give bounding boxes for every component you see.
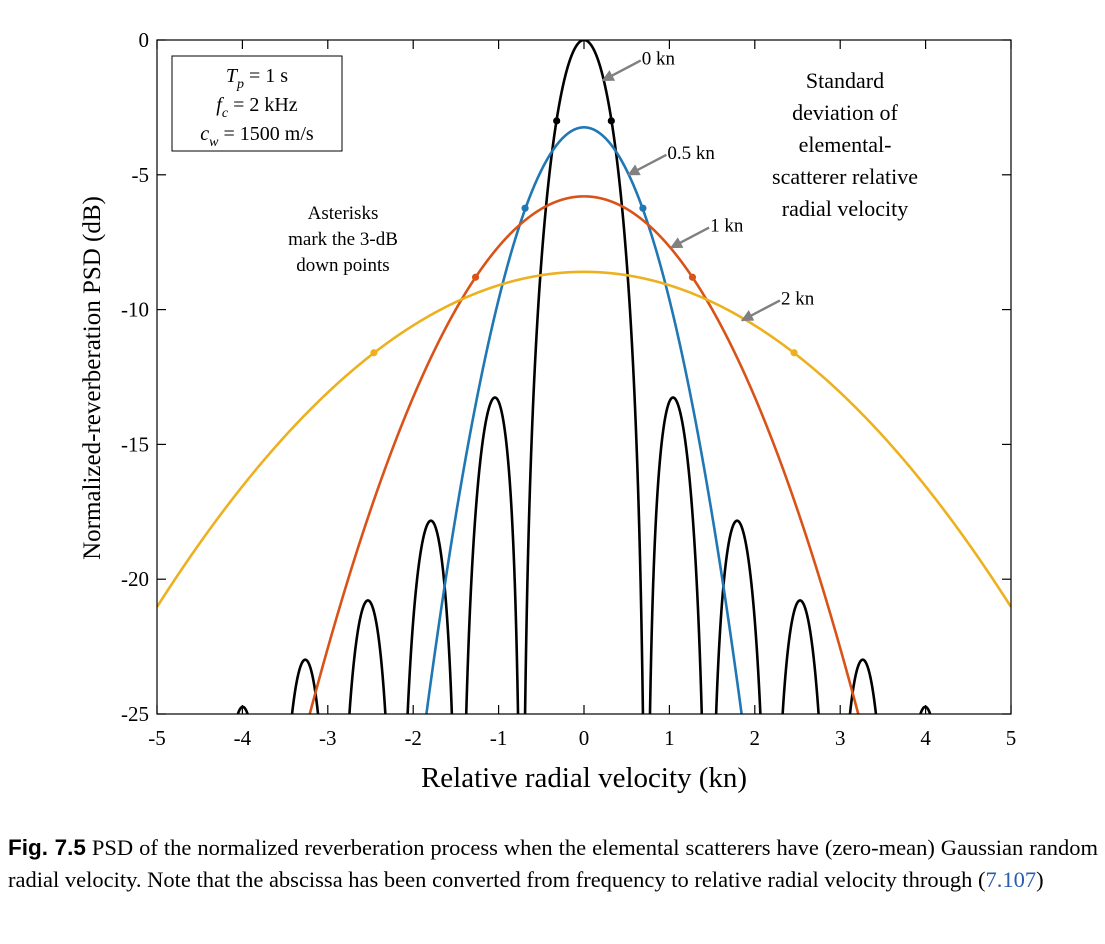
x-tick-label: 3 <box>835 726 846 750</box>
series-line-0-kn <box>236 40 932 714</box>
callout-arrow <box>740 299 781 322</box>
std-annotation-line: deviation of <box>792 100 898 125</box>
x-tick-label: -4 <box>234 726 252 750</box>
param-sound-speed: cw = 1500 m/s <box>200 123 314 150</box>
std-annotation: Standard deviation of elemental- scatter… <box>772 68 918 221</box>
three-db-marker <box>553 117 561 125</box>
y-tick-label: -20 <box>121 567 149 591</box>
three-db-marker <box>370 349 378 357</box>
y-axis-label: Normalized-reverberation PSD (dB) <box>79 196 106 560</box>
x-tick-label: 5 <box>1006 726 1017 750</box>
x-axis-label: Relative radial velocity (kn) <box>421 762 747 794</box>
three-db-marker <box>639 204 647 212</box>
series-label-1-kn: 1 kn <box>710 216 744 237</box>
three-db-marker <box>790 349 798 357</box>
psd-chart: -5 -4 -3 -2 -1 0 1 2 3 4 50-5-10-15-20-25 0 kn0.5 … <box>79 28 1017 794</box>
asterisk-annotation-line: down points <box>296 255 389 276</box>
parameter-box: Tp = 1 s fc = 2 kHz cw = 1500 m/s <box>171 55 343 152</box>
x-tick-label: -5 <box>148 726 166 750</box>
series-label-0-kn: 0 kn <box>642 48 676 69</box>
caption-end: ) <box>1036 867 1044 892</box>
callout-arrow <box>627 153 667 176</box>
param-center-frequency: fc = 2 kHz <box>216 94 298 121</box>
x-tick-label: 4 <box>920 726 931 750</box>
y-tick-label: -15 <box>121 432 149 456</box>
x-tick-label: -1 <box>490 726 508 750</box>
series-line-0p5-kn <box>425 126 743 714</box>
x-tick-label: 2 <box>750 726 761 750</box>
x-tick-label: 1 <box>664 726 675 750</box>
series-line-2-kn <box>157 270 1011 608</box>
asterisk-annotation: Asterisks mark the 3-dB down points <box>288 203 398 276</box>
callout-arrow <box>670 226 710 249</box>
three-db-marker <box>688 273 697 281</box>
series-label-2-kn: 2 kn <box>781 288 815 309</box>
series-line-1-kn <box>308 195 860 714</box>
callout-arrow <box>601 59 642 82</box>
std-annotation-line: radial velocity <box>782 196 908 221</box>
std-annotation-line: elemental- <box>799 132 892 157</box>
x-tick-label: -2 <box>404 726 422 750</box>
x-tick-label: -3 <box>319 726 337 750</box>
y-tick-label: -10 <box>121 298 149 322</box>
y-tick-label: 0 <box>139 28 150 52</box>
param-pulse-duration: Tp = 1 s <box>226 65 288 92</box>
figure-label: Fig. 7.5 <box>8 835 86 860</box>
x-tick-label: 0 <box>579 726 590 750</box>
asterisk-annotation-line: Asterisks <box>308 203 379 224</box>
three-db-marker <box>607 117 615 125</box>
y-tick-label: -25 <box>121 702 149 726</box>
series-label-0p5-kn: 0.5 kn <box>667 143 715 164</box>
std-annotation-line: scatterer relative <box>772 164 918 189</box>
y-tick-label: -5 <box>132 163 150 187</box>
three-db-marker <box>471 273 480 281</box>
caption-text: PSD of the normalized reverberation proc… <box>8 835 1098 892</box>
std-annotation-line: Standard <box>806 68 884 93</box>
asterisk-annotation-line: mark the 3-dB <box>288 229 398 250</box>
equation-link[interactable]: 7.107 <box>985 867 1037 892</box>
three-db-marker <box>521 204 529 212</box>
figure-caption: Fig. 7.5 PSD of the normalized reverberat… <box>8 832 1098 896</box>
